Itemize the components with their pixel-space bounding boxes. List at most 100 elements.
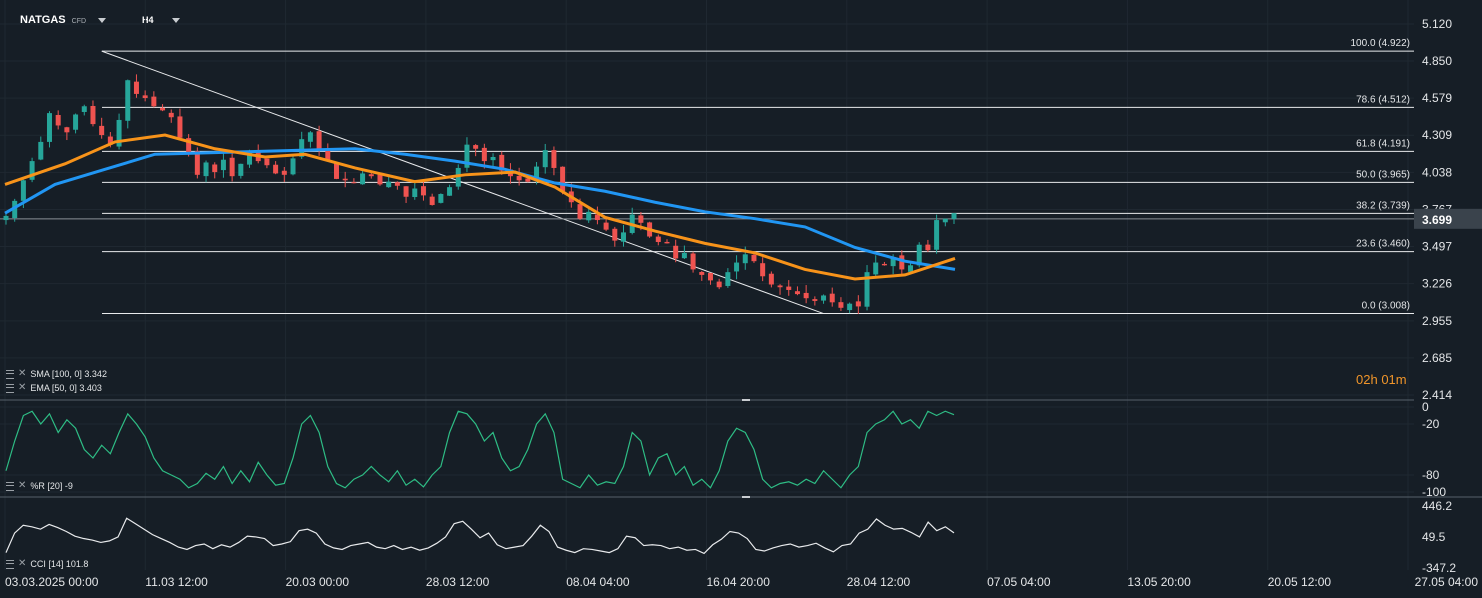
candle-body (803, 292, 809, 299)
timeframe-selector[interactable]: H4 (142, 10, 180, 30)
symbol-dropdown-icon[interactable] (98, 17, 107, 23)
candle (438, 193, 444, 204)
candle-body (194, 151, 200, 175)
candle-body (73, 114, 79, 130)
legend-ema: ✕ EMA [50, 0] 3.403 (6, 383, 102, 393)
candle-body (716, 281, 722, 288)
candle-body (942, 218, 948, 223)
candle (499, 151, 505, 175)
candle (612, 226, 618, 247)
candle (760, 257, 766, 282)
candle-body (499, 154, 505, 171)
legend-ema-label: EMA [50, 0] 3.403 (30, 383, 102, 393)
candle-body (655, 236, 661, 242)
candle-body (316, 131, 322, 149)
candle (394, 181, 400, 190)
candle-body (307, 132, 313, 142)
fib-level-label: 23.6 (3.460) (1356, 239, 1410, 250)
candle-body (899, 255, 905, 270)
candle (142, 90, 148, 102)
candle (812, 296, 818, 306)
candle-body (612, 228, 618, 241)
candle (151, 91, 157, 108)
panel-resize-handle-1 (742, 399, 750, 401)
candle-body (734, 262, 740, 272)
candle (55, 110, 61, 130)
candle (586, 207, 592, 223)
wpr-tick-label: 0 (1422, 400, 1429, 414)
candle-body (203, 162, 209, 177)
time-tick-label: 16.04 20:00 (707, 575, 771, 589)
close-icon[interactable]: ✕ (18, 368, 27, 379)
candle (516, 167, 522, 186)
candle (377, 173, 383, 186)
candle (125, 79, 131, 129)
candle-body (786, 286, 792, 290)
candle-body (325, 150, 331, 160)
settings-icon[interactable] (6, 481, 14, 491)
candle (829, 287, 835, 307)
candle (412, 182, 418, 200)
candle (90, 100, 96, 127)
candle (212, 162, 218, 179)
candle (777, 284, 783, 295)
candle (951, 213, 957, 225)
candle (925, 239, 931, 252)
settings-icon[interactable] (6, 559, 14, 569)
close-icon[interactable]: ✕ (18, 480, 27, 491)
fib-level-label: 0.0 (3.008) (1362, 301, 1410, 312)
candle-body (916, 244, 922, 266)
price-tick-label: 4.850 (1422, 54, 1452, 68)
candle (794, 286, 800, 296)
symbol-name: NATGAS (20, 14, 66, 26)
candle (81, 104, 87, 116)
candle-body (142, 95, 148, 99)
candle-body (238, 163, 244, 176)
legend-wpr: ✕ %R [20] -9 (6, 481, 73, 491)
time-tick-label: 20.05 12:00 (1268, 575, 1332, 589)
candle-body (551, 150, 557, 168)
cci-line (5, 517, 955, 555)
candle (133, 74, 139, 98)
settings-icon[interactable] (6, 369, 14, 379)
candle (655, 234, 661, 246)
candle-body (264, 158, 270, 166)
candle (38, 136, 44, 161)
candle (325, 143, 331, 162)
candle (751, 254, 757, 263)
candle (160, 104, 166, 112)
candle-body (838, 302, 844, 308)
candle-body (742, 254, 748, 264)
candle-body (55, 114, 61, 126)
candle (847, 302, 853, 314)
candle (864, 265, 870, 311)
candle (873, 255, 879, 278)
candle (46, 111, 52, 148)
candle-body (342, 178, 348, 181)
settings-icon[interactable] (6, 383, 14, 393)
timeframe-dropdown-icon[interactable] (171, 17, 180, 23)
ema-line (4, 133, 956, 281)
candle (386, 176, 392, 188)
time-axis: 03.03.2025 00:00 11.03 12:00 20.03 00:00 28… (5, 575, 1478, 589)
time-tick-label: 08.04 04:00 (566, 575, 630, 589)
candle (177, 108, 183, 141)
candle-body (333, 162, 339, 179)
candle (351, 178, 357, 184)
close-icon[interactable]: ✕ (18, 558, 27, 569)
candle (264, 158, 270, 169)
candle-countdown: 02h 01m (1356, 372, 1407, 387)
candle-body (464, 144, 470, 168)
close-icon[interactable]: ✕ (18, 382, 27, 393)
candle-body (403, 186, 409, 197)
candle-body (377, 174, 383, 185)
price-tick-label: 4.579 (1422, 91, 1452, 105)
candle-body (281, 170, 287, 175)
candle-body (107, 136, 113, 145)
symbol-selector[interactable]: NATGAS CFD (20, 10, 107, 30)
candle-body (586, 211, 592, 221)
candle-body (699, 271, 705, 275)
last-price-value: 3.699 (1422, 213, 1452, 227)
candle (838, 297, 844, 311)
